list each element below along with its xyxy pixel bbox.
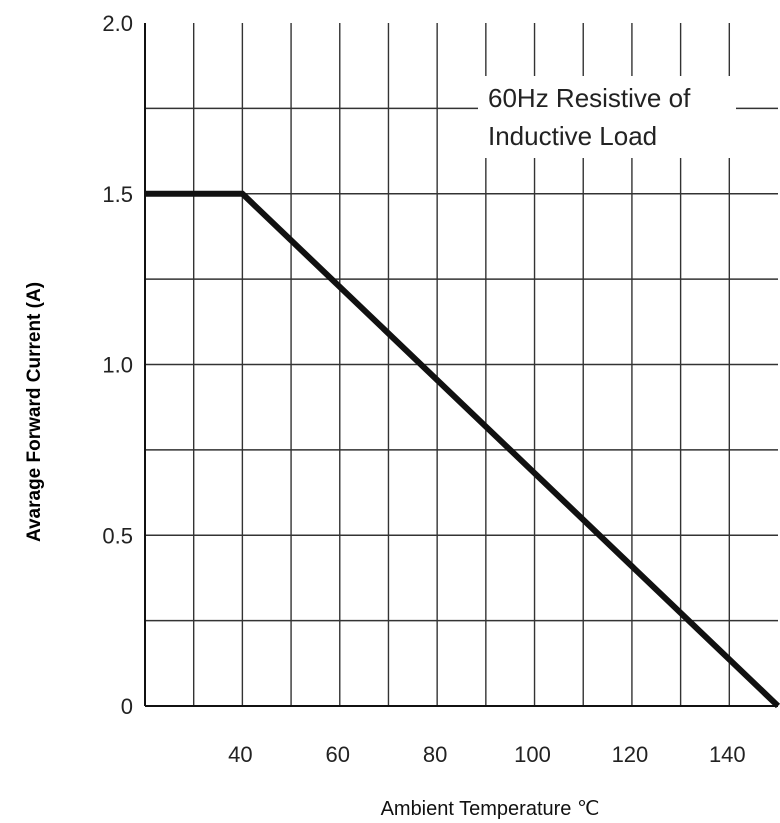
- series-group: [145, 190, 780, 709]
- x-tick-label: 140: [709, 742, 746, 767]
- series-line: [145, 190, 780, 709]
- x-tick-label: 100: [514, 742, 551, 767]
- y-tick-label: 0.5: [102, 523, 133, 548]
- x-tick-labels: 40 60 80 100 120 140: [228, 742, 746, 767]
- annotation-background: [478, 76, 736, 158]
- y-tick-label: 0: [121, 694, 133, 719]
- x-tick-label: 60: [326, 742, 350, 767]
- x-tick-label: 40: [228, 742, 252, 767]
- y-tick-labels: 0 0.5 1.0 1.5 2.0: [102, 11, 133, 719]
- x-tick-label: 120: [612, 742, 649, 767]
- annotation-line-2: Inductive Load: [488, 121, 657, 151]
- x-axis-label: Ambient Temperature ℃: [381, 798, 600, 820]
- plot-frame: [144, 23, 778, 707]
- y-tick-label: 2.0: [102, 11, 133, 36]
- annotation-line-1: 60Hz Resistive of: [488, 83, 691, 113]
- y-tick-label: 1.5: [102, 182, 133, 207]
- y-axis-label: Avarage Forward Current (A): [24, 282, 45, 542]
- x-tick-label: 80: [423, 742, 447, 767]
- y-tick-label: 1.0: [102, 353, 133, 378]
